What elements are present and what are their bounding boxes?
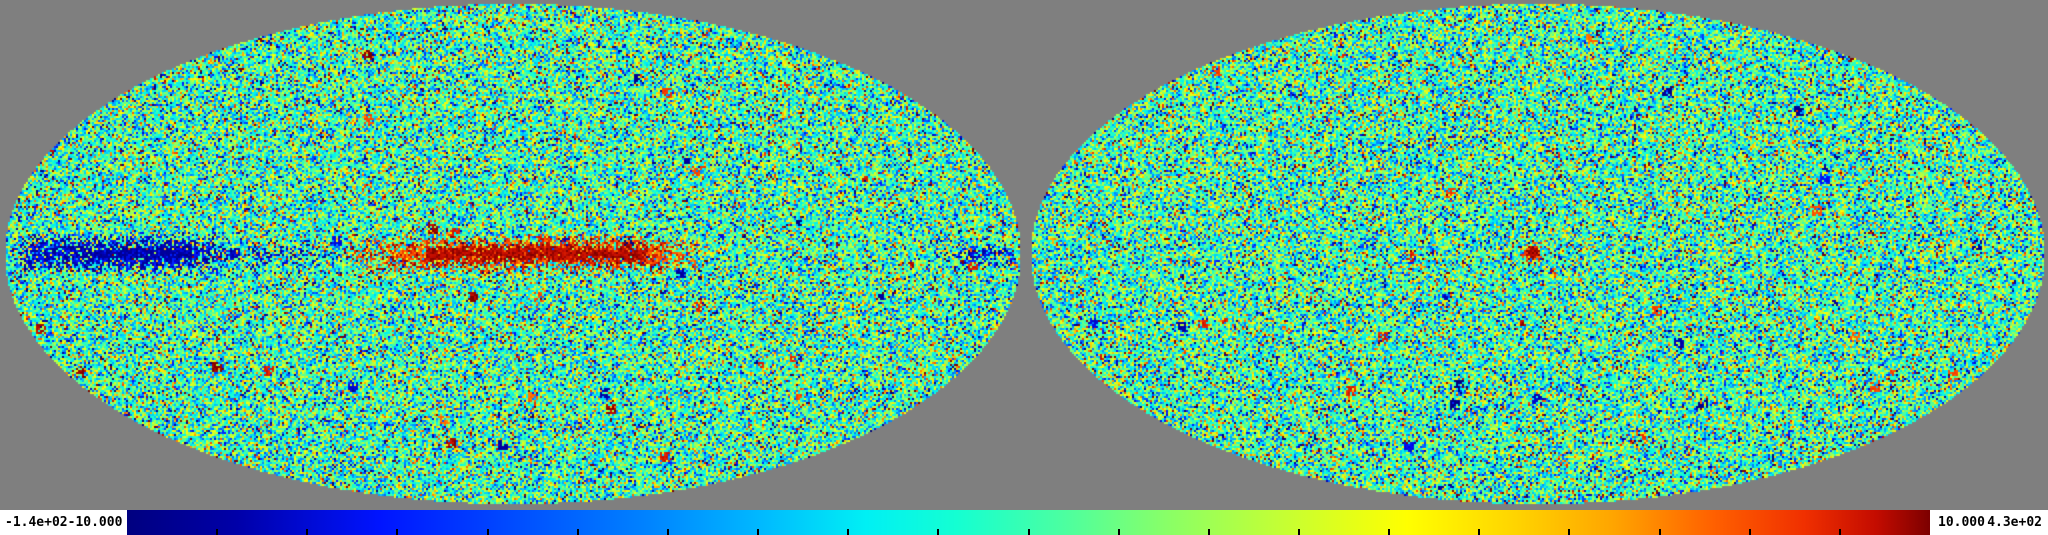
sky-maps-canvas bbox=[0, 0, 2048, 510]
colorbar-tick bbox=[1027, 529, 1030, 535]
colorbar-negative-cut-label: -10.000 bbox=[67, 515, 123, 530]
colorbar-tick bbox=[1658, 529, 1661, 535]
colorbar-tick bbox=[1478, 529, 1481, 535]
colorbar-tick bbox=[1207, 529, 1210, 535]
colorbar-gradient bbox=[127, 510, 1930, 535]
colorbar-tick bbox=[1297, 529, 1300, 535]
colorbar-tick bbox=[576, 529, 579, 535]
colorbar-right-labels: 10.000 4.3e+02 bbox=[1930, 510, 2048, 535]
colorbar-min-label: -1.4e+02 bbox=[5, 515, 68, 530]
colorbar-tick bbox=[486, 529, 489, 535]
colorbar-tick bbox=[216, 529, 219, 535]
colorbar-tick bbox=[847, 529, 850, 535]
colorbar-tick bbox=[396, 529, 399, 535]
colorbar-tick bbox=[1838, 529, 1841, 535]
colorbar-tick bbox=[757, 529, 760, 535]
colorbar-tick bbox=[666, 529, 669, 535]
colorbar-tick bbox=[1748, 529, 1751, 535]
colorbar: -1.4e+02 -10.000 10.000 4.3e+02 bbox=[0, 510, 2048, 535]
colorbar-tick bbox=[1388, 529, 1391, 535]
colorbar-tick bbox=[306, 529, 309, 535]
colorbar-tick bbox=[937, 529, 940, 535]
colorbar-left-labels: -1.4e+02 -10.000 bbox=[0, 510, 127, 535]
colorbar-max-label: 4.3e+02 bbox=[1987, 515, 2042, 530]
colorbar-tick bbox=[1117, 529, 1120, 535]
colorbar-positive-cut-label: 10.000 bbox=[1938, 515, 1985, 530]
colorbar-tick bbox=[1568, 529, 1571, 535]
